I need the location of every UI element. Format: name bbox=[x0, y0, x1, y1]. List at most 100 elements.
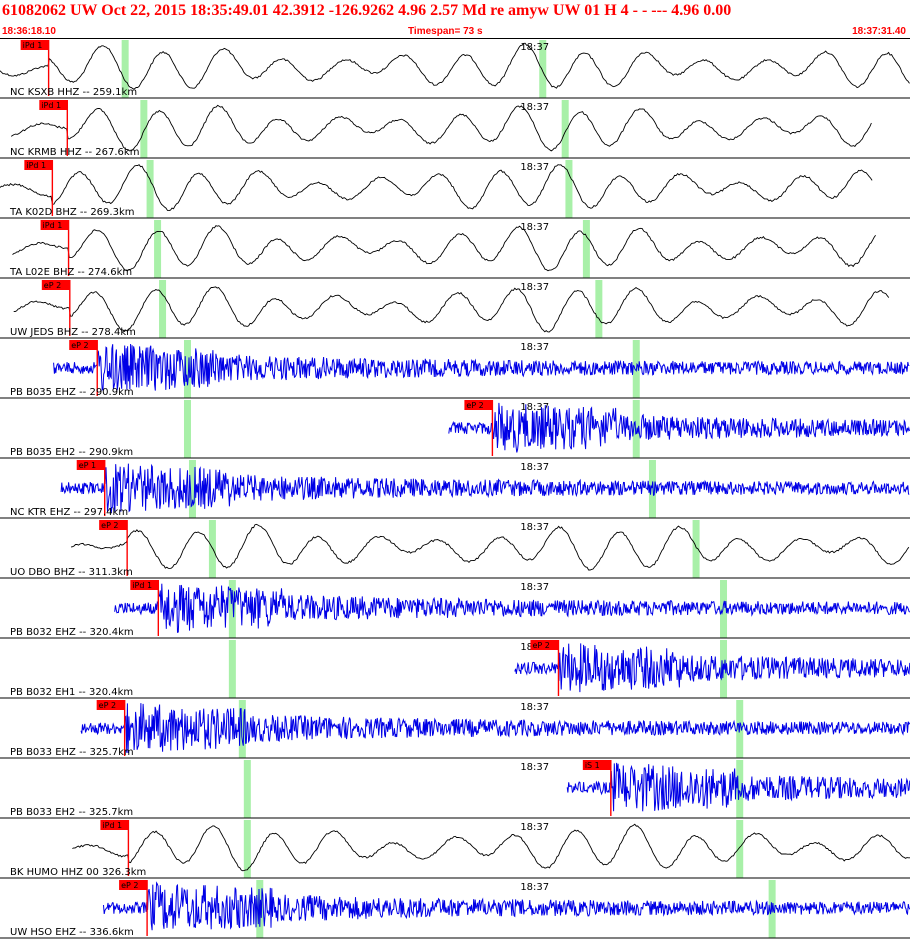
green-band bbox=[188, 460, 196, 518]
station-label: UW JEDS BHZ -- 278.4km bbox=[10, 327, 136, 338]
pick-flag[interactable]: eP 2 bbox=[99, 520, 128, 530]
waveform-trace bbox=[13, 286, 890, 333]
trace-panel: 18:37 eP 2 UO DBO BHZ -- 311.3km bbox=[0, 520, 910, 579]
waveform-trace bbox=[60, 463, 910, 514]
minute-tick-label: 18:37 bbox=[520, 882, 549, 893]
green-band bbox=[632, 400, 640, 458]
trace-panel: 18:37 iPd 1 TA L02E BHZ -- 274.6km bbox=[0, 220, 910, 279]
pick-label: iS 1 bbox=[585, 761, 600, 770]
pick-flag-box bbox=[41, 280, 70, 290]
green-band bbox=[183, 340, 191, 398]
pick-flag-box bbox=[76, 460, 105, 470]
trace-panel: 18:37 iPd 1 PB B032 EHZ -- 320.4km bbox=[0, 580, 910, 639]
trace-panel: 18:37 iPd 1 NC KSXB HHZ -- 259.1km bbox=[0, 40, 910, 99]
waveform-trace bbox=[53, 343, 910, 392]
green-band bbox=[582, 220, 590, 278]
minute-tick-label: 18:37 bbox=[520, 702, 549, 713]
waveform-trace bbox=[71, 523, 910, 571]
pick-flag[interactable]: eP 2 bbox=[119, 880, 148, 890]
minute-tick-label: 18:37 bbox=[520, 342, 549, 353]
station-label: NC KRMB HHZ -- 267.6km bbox=[10, 147, 139, 158]
minute-tick-label: 18:37 bbox=[520, 282, 549, 293]
station-label: TA L02E BHZ -- 274.6km bbox=[9, 267, 132, 278]
station-label: NC KSXB HHZ -- 259.1km bbox=[10, 87, 137, 98]
green-band bbox=[146, 160, 154, 218]
pick-flag-box bbox=[100, 820, 129, 830]
minute-tick-label: 18:37 bbox=[520, 222, 549, 233]
minute-tick-label: 18:37 bbox=[520, 42, 549, 53]
pick-flag-box bbox=[39, 100, 68, 110]
minute-tick-label: 18:37 bbox=[520, 582, 549, 593]
waveform-trace bbox=[12, 225, 876, 272]
pick-label: iPd 1 bbox=[102, 821, 122, 830]
pick-flag[interactable]: iPd 1 bbox=[130, 580, 159, 590]
waveform-trace bbox=[0, 164, 873, 212]
pick-flag[interactable]: iS 1 bbox=[582, 760, 611, 770]
pick-flag-box bbox=[464, 400, 493, 410]
pick-flag[interactable]: eP 2 bbox=[41, 280, 70, 290]
station-label: UO DBO BHZ -- 311.3km bbox=[10, 567, 133, 578]
end-time: 18:37:31.40 bbox=[852, 26, 906, 37]
waveform-trace bbox=[72, 823, 910, 872]
pick-label: iPd 1 bbox=[132, 581, 152, 590]
green-band bbox=[736, 760, 744, 818]
pick-flag[interactable]: eP 2 bbox=[530, 640, 559, 650]
green-band bbox=[736, 820, 744, 878]
station-label: PB B032 EHZ -- 320.4km bbox=[10, 627, 134, 638]
waveform-trace bbox=[0, 42, 910, 90]
green-band bbox=[208, 520, 216, 578]
pick-flag-box bbox=[40, 220, 69, 230]
waveform-trace bbox=[514, 643, 910, 693]
pick-flag[interactable]: eP 2 bbox=[96, 700, 125, 710]
pick-label: eP 2 bbox=[71, 341, 88, 350]
station-label: PB B033 EH2 -- 325.7km bbox=[10, 807, 133, 818]
green-band bbox=[228, 640, 236, 698]
waveform-trace bbox=[566, 762, 910, 812]
pick-label: eP 2 bbox=[466, 401, 483, 410]
station-label: PB B035 EHZ -- 290.9km bbox=[10, 387, 134, 398]
pick-flag-box bbox=[20, 40, 49, 50]
green-band bbox=[121, 40, 129, 98]
pick-flag[interactable]: iPd 1 bbox=[100, 820, 129, 830]
pick-label: eP 2 bbox=[532, 641, 549, 650]
pick-flag[interactable]: eP 1 bbox=[76, 460, 105, 470]
green-band bbox=[183, 400, 191, 458]
green-band bbox=[720, 580, 728, 638]
station-label: TA K02D BHZ -- 269.3km bbox=[9, 207, 134, 218]
timespan: Timespan= 73 s bbox=[408, 26, 483, 37]
minute-tick-label: 18:37 bbox=[520, 162, 549, 173]
station-label: BK HUMO HHZ 00 326.3km bbox=[10, 867, 146, 878]
start-time: 18:36:18.10 bbox=[2, 26, 56, 37]
station-label: UW HSO EHZ -- 336.6km bbox=[10, 927, 134, 938]
waveform-trace bbox=[103, 881, 910, 931]
green-band bbox=[159, 280, 167, 338]
trace-panel: 18:37 iS 1 PB B033 EH2 -- 325.7km bbox=[0, 760, 910, 819]
pick-flag[interactable]: eP 2 bbox=[69, 340, 98, 350]
minute-tick-label: 18:37 bbox=[520, 762, 549, 773]
minute-tick-label: 18:37 bbox=[520, 522, 549, 533]
pick-flag[interactable]: iPd 1 bbox=[24, 160, 53, 170]
pick-flag[interactable]: iPd 1 bbox=[20, 40, 49, 50]
pick-label: eP 1 bbox=[79, 461, 96, 470]
pick-label: iPd 1 bbox=[41, 101, 61, 110]
station-label: PB B035 EH2 -- 290.9km bbox=[10, 447, 133, 458]
green-band bbox=[154, 220, 162, 278]
event-title: 61082062 UW Oct 22, 2015 18:35:49.01 42.… bbox=[2, 2, 732, 19]
trace-panel: 18:37 eP 2 PB B035 EHZ -- 290.9km bbox=[0, 340, 910, 399]
waveform-trace bbox=[448, 402, 910, 453]
green-band bbox=[243, 760, 251, 818]
pick-flag[interactable]: iPd 1 bbox=[39, 100, 68, 110]
pick-flag[interactable]: eP 2 bbox=[464, 400, 493, 410]
green-band bbox=[243, 820, 251, 878]
pick-label: eP 2 bbox=[101, 521, 118, 530]
pick-flag-box bbox=[69, 340, 98, 350]
green-band bbox=[228, 580, 236, 638]
pick-flag-box bbox=[130, 580, 159, 590]
green-band bbox=[648, 460, 656, 518]
pick-flag-box bbox=[99, 520, 128, 530]
trace-panel: 18:37 eP 2 UW HSO EHZ -- 336.6km bbox=[0, 880, 910, 939]
trace-panel: 18:37 eP 2 PB B035 EH2 -- 290.9km bbox=[0, 400, 910, 459]
pick-flag[interactable]: iPd 1 bbox=[40, 220, 69, 230]
trace-panel: 18:37 iPd 1 TA K02D BHZ -- 269.3km bbox=[0, 160, 910, 219]
station-label: NC KTR EHZ -- 297.4km bbox=[10, 507, 128, 518]
